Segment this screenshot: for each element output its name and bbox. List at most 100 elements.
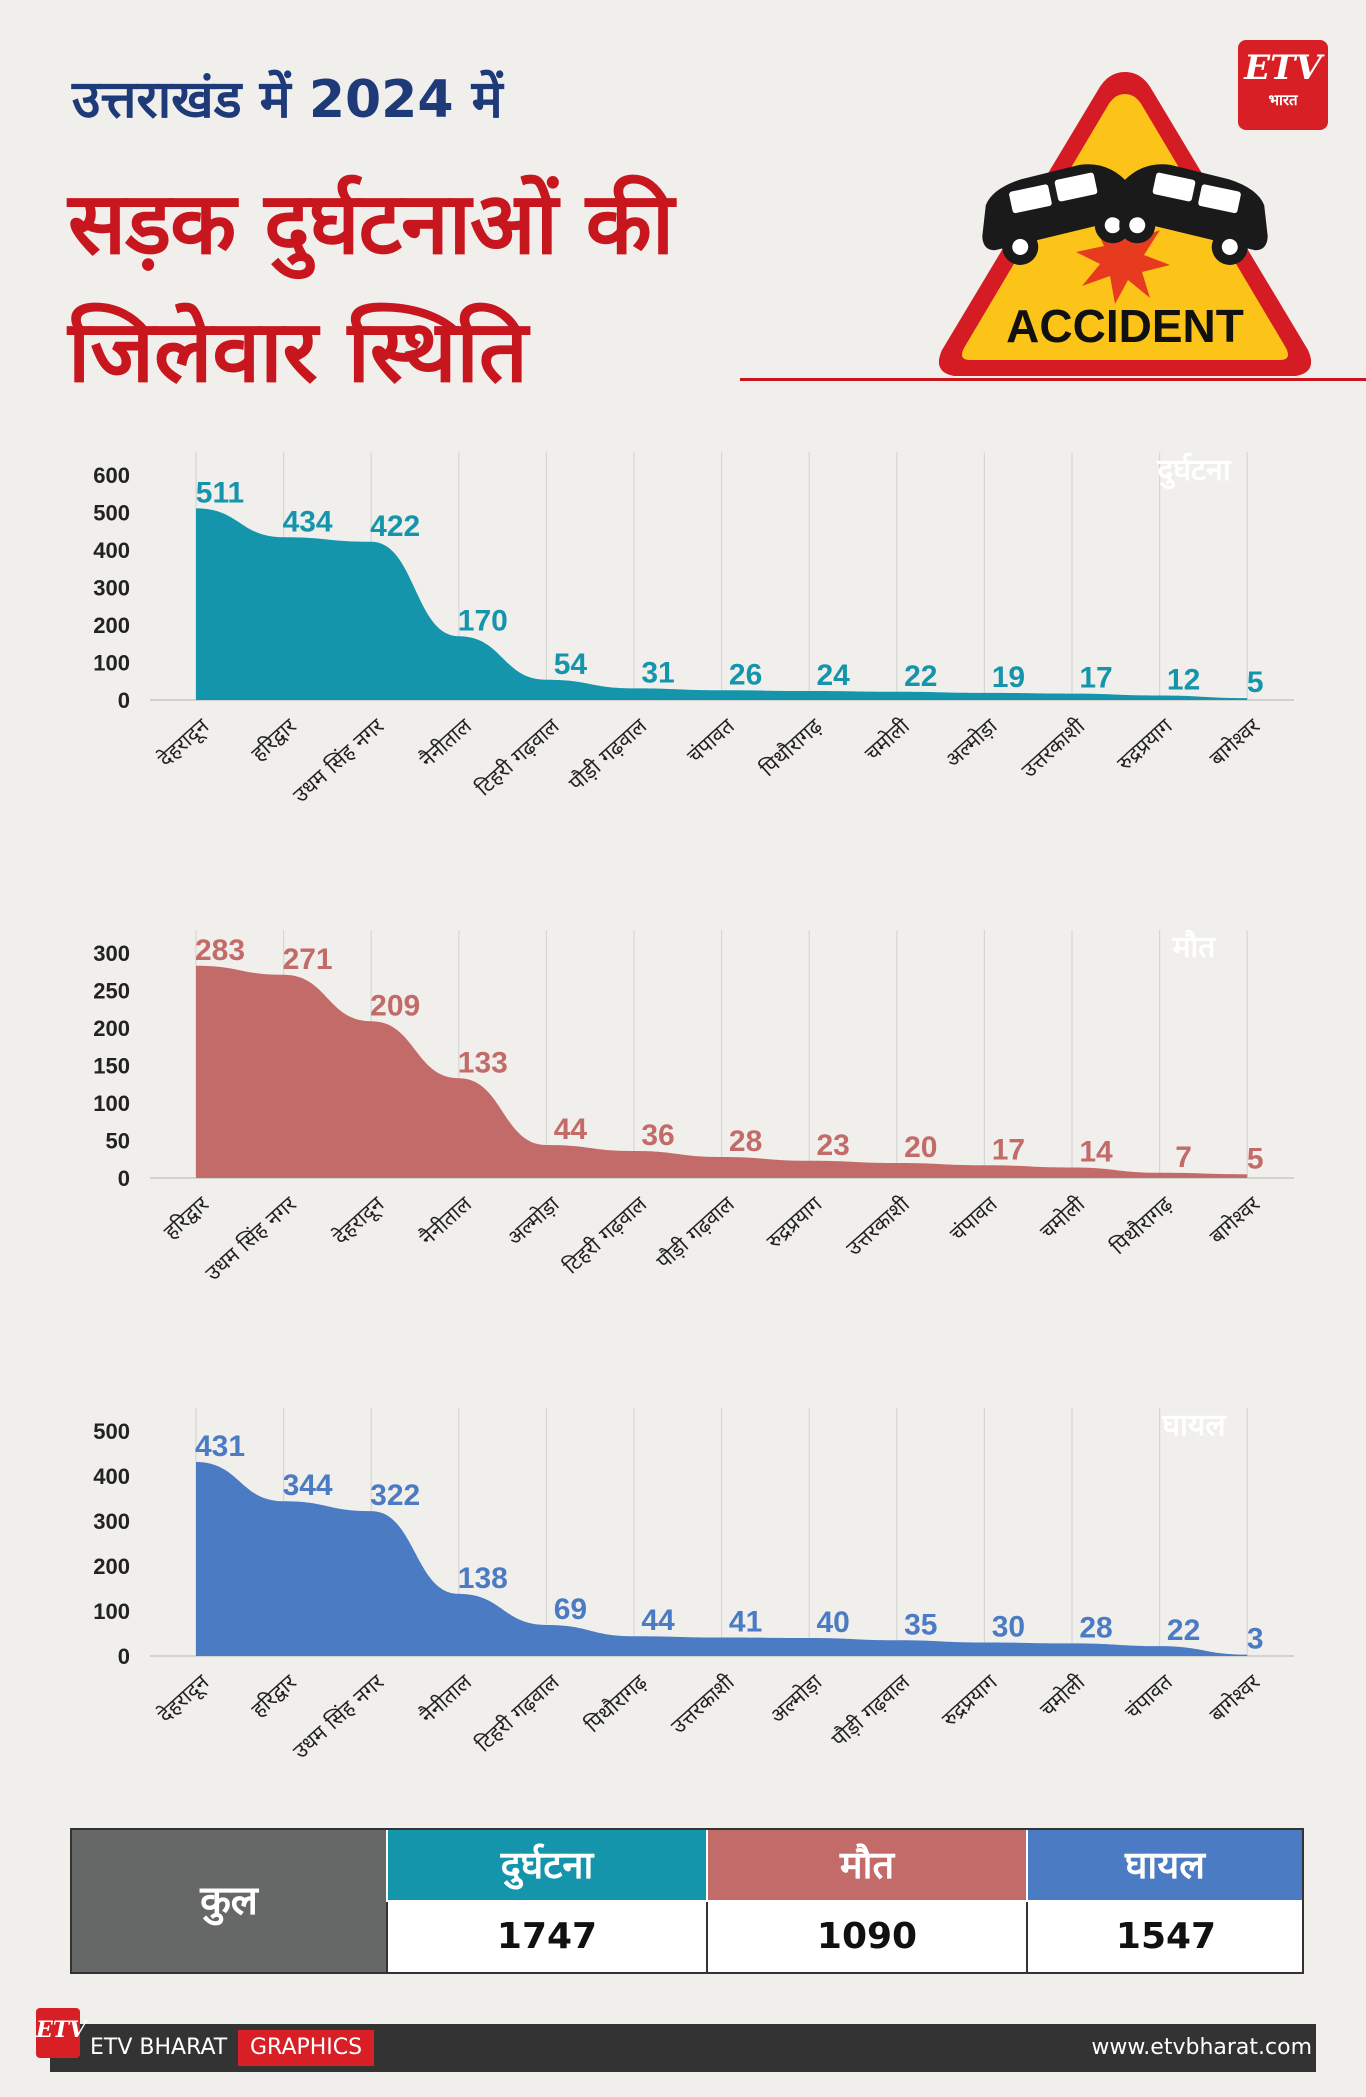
y-tick-label: 400: [93, 1464, 130, 1489]
y-tick-label: 200: [93, 1554, 130, 1579]
y-tick-label: 200: [93, 613, 130, 638]
data-label: 17: [1079, 662, 1112, 695]
x-tick-label: हरिद्वार: [159, 1192, 213, 1244]
x-tick-label: अल्मोड़ा: [503, 1192, 564, 1251]
data-label: 22: [904, 660, 937, 693]
totals-death-value: 1090: [706, 1902, 1026, 1972]
data-label: 344: [283, 1469, 333, 1502]
data-label: 28: [729, 1125, 762, 1158]
data-label: 12: [1167, 664, 1200, 697]
title-line-3: जिलेवार स्थिति: [68, 302, 528, 402]
data-label: 271: [283, 943, 333, 976]
title-line-2: सड़क दुर्घटनाओं की: [68, 174, 674, 274]
x-tick-label: चंपावत: [1120, 1669, 1177, 1724]
y-tick-label: 400: [93, 538, 130, 563]
totals-table: कुल दुर्घटना मौत घायल 1747 1090 1547: [70, 1828, 1304, 1974]
data-label: 7: [1175, 1141, 1192, 1174]
x-tick-label: टिहरी गढ़वाल: [471, 713, 564, 800]
x-tick-label: पौड़ी गढ़वाल: [827, 1669, 915, 1751]
y-tick-label: 0: [118, 1644, 130, 1669]
x-tick-label: चंपावत: [945, 1191, 1002, 1246]
data-label: 133: [458, 1046, 508, 1079]
totals-death-header: मौत: [708, 1830, 1026, 1900]
totals-accident-value: 1747: [386, 1902, 706, 1972]
x-tick-label: पिथौरागढ़: [580, 1669, 652, 1737]
x-tick-label: पौड़ी गढ़वाल: [564, 713, 652, 795]
data-label: 511: [196, 476, 244, 509]
data-label: 434: [283, 505, 333, 538]
data-label: 431: [195, 1430, 245, 1463]
x-tick-label: बागेश्वर: [1205, 1670, 1265, 1727]
data-label: 69: [554, 1593, 587, 1626]
y-tick-label: 100: [93, 1091, 130, 1116]
totals-injured-value: 1547: [1026, 1902, 1304, 1972]
x-tick-label: देहरादून: [153, 1670, 215, 1729]
death-chart-label: मौत: [1172, 930, 1216, 965]
y-tick-label: 500: [93, 501, 130, 526]
x-tick-label: पौड़ी गढ़वाल: [652, 1191, 740, 1273]
y-tick-label: 150: [93, 1054, 130, 1079]
data-label: 23: [817, 1129, 850, 1162]
accident-chart: 0 100 200 300 400 500 600 511 देहरादून 434 हरिद्वा…: [93, 452, 1294, 808]
x-tick-label: अल्मोड़ा: [765, 1670, 826, 1729]
x-tick-label: उधम सिंह नगर: [201, 1192, 301, 1286]
area-series: [196, 508, 1248, 700]
x-tick-label: टिहरी गढ़वाल: [559, 1191, 652, 1278]
data-label: 44: [554, 1113, 588, 1146]
x-tick-label: बागेश्वर: [1205, 714, 1265, 771]
x-tick-label: उधम सिंह नगर: [288, 714, 388, 808]
x-tick-label: पिथौरागढ़: [1106, 1191, 1178, 1259]
x-tick-label: देहरादून: [153, 714, 215, 773]
footer-logo: ETV: [36, 2008, 86, 2058]
data-label: 22: [1167, 1614, 1200, 1647]
y-tick-label: 100: [93, 1599, 130, 1624]
x-tick-label: रुद्रप्रयाग: [1113, 713, 1178, 775]
data-label: 19: [992, 661, 1025, 694]
data-label: 5: [1247, 666, 1264, 699]
data-label: 40: [817, 1606, 850, 1639]
data-label: 35: [904, 1608, 937, 1641]
x-tick-label: नैनीताल: [415, 713, 477, 772]
data-label: 28: [1079, 1611, 1112, 1644]
data-label: 41: [729, 1606, 762, 1639]
data-label: 31: [641, 656, 674, 689]
data-label: 17: [992, 1133, 1025, 1166]
y-tick-label: 200: [93, 1016, 130, 1041]
footer-graphics: GRAPHICS: [238, 2030, 375, 2066]
y-tick-label: 0: [118, 1166, 130, 1191]
data-label: 209: [370, 989, 420, 1022]
x-tick-label: देहरादून: [329, 1192, 391, 1251]
x-tick-label: चमोली: [1035, 1670, 1089, 1722]
data-label: 26: [729, 658, 762, 691]
totals-label: कुल: [72, 1830, 386, 1972]
x-tick-label: रुद्रप्रयाग: [937, 1669, 1002, 1731]
y-tick-label: 100: [93, 651, 130, 676]
data-label: 36: [641, 1119, 674, 1152]
x-tick-label: हरिद्वार: [247, 1670, 301, 1722]
etv-bharat-logo: ETV भारत: [1238, 40, 1328, 130]
x-tick-label: उत्तरकाशी: [666, 1670, 739, 1739]
area-series: [196, 1462, 1248, 1656]
x-tick-label: चंपावत: [682, 713, 739, 768]
title-divider: [740, 378, 1366, 381]
accident-chart-label: दुर्घटना: [1157, 453, 1231, 488]
data-label: 138: [458, 1562, 508, 1595]
footer-url: www.etvbharat.com: [1091, 2035, 1312, 2060]
y-tick-label: 500: [93, 1419, 130, 1444]
x-tick-label: उत्तरकाशी: [1017, 714, 1090, 783]
totals-injured-header: घायल: [1028, 1830, 1302, 1900]
x-tick-label: नैनीताल: [415, 1191, 477, 1250]
footer-brand: ETV BHARAT: [90, 2035, 228, 2060]
totals-accident-header: दुर्घटना: [388, 1830, 706, 1900]
x-tick-label: उधम सिंह नगर: [288, 1670, 388, 1764]
title-line-1: उत्तराखंड में 2024 में: [72, 70, 503, 130]
data-label: 422: [370, 510, 420, 543]
logo-subtext: भारत: [1268, 91, 1298, 109]
data-label: 3: [1247, 1623, 1264, 1656]
x-tick-label: चमोली: [860, 714, 914, 766]
data-label: 20: [904, 1131, 937, 1164]
x-tick-label: बागेश्वर: [1205, 1192, 1265, 1249]
data-label: 24: [817, 659, 851, 692]
y-tick-label: 250: [93, 979, 130, 1004]
